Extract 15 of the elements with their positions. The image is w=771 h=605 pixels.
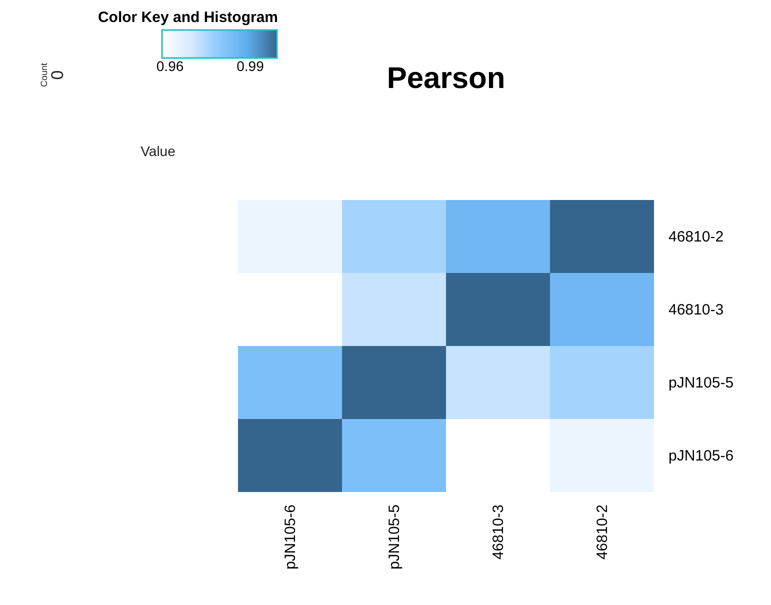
x-tick-label: 46810-2 [594,504,611,560]
color-bar-title: Value [140,143,176,159]
y-tick-label: 46810-2 [668,228,724,246]
legend-title: Color Key and Histogram [98,9,278,26]
x-tick-label: pJN105-6 [282,504,299,570]
text: Count [39,62,49,88]
y-tick-label: pJN105-6 [668,448,734,464]
y-tick-label: pJN105-5 [668,374,734,392]
y-tick-label: 46810-3 [668,302,724,318]
x-tick-label: pJN105-5 [386,504,403,570]
color-bar-label: 0.96 [156,58,184,74]
chart-title: Pearson [386,62,506,95]
text: 0 [48,70,67,80]
x-tick-label: 46810-3 [490,504,507,560]
color-bar-label: 0.99 [236,58,264,74]
